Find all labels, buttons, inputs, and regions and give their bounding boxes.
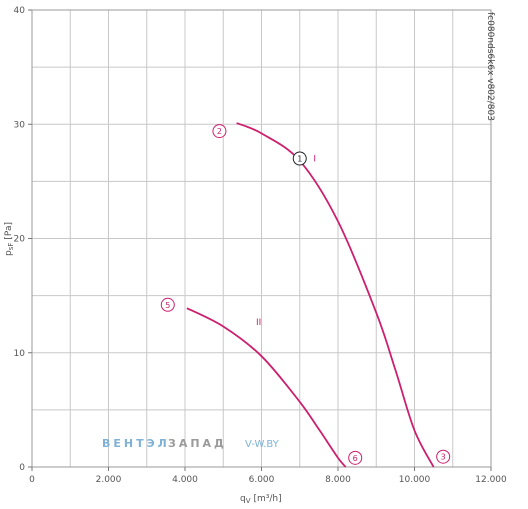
x-axis-label-subscript: V	[246, 497, 251, 505]
marker-circle	[160, 297, 175, 312]
series-line-2	[186, 307, 347, 468]
marker-label: 5	[165, 301, 170, 310]
series-name-label: II	[256, 318, 261, 328]
watermark-part1: ВЕНТЭЛ	[102, 437, 170, 450]
y-tick-label: 10	[14, 349, 26, 359]
watermark: ВЕНТЭЛ ЗАПАД V-W.BY	[102, 437, 280, 450]
y-axis-label-symbol: p	[4, 250, 14, 256]
y-tick-label: 40	[14, 6, 26, 16]
marker-circle	[292, 151, 307, 166]
y-axis-label-subscript: sF	[7, 243, 15, 251]
x-tick-label: 8.000	[325, 475, 351, 485]
series-labels: III	[256, 155, 316, 328]
marker-label: 6	[353, 454, 358, 463]
watermark-part2: ЗАПАД	[168, 437, 227, 450]
x-axis-label: qV [m³/h]	[240, 494, 282, 505]
series-line-1	[236, 122, 435, 468]
curves	[186, 122, 435, 468]
grid	[32, 10, 491, 467]
watermark-site: V-W.BY	[245, 439, 280, 450]
marker-label: 3	[441, 453, 446, 462]
x-tick-label: 10.000	[399, 475, 431, 485]
curve-marker: 3	[436, 449, 451, 464]
curve-marker: 1	[292, 151, 307, 166]
model-code: fc080nds6k6x v802/803	[485, 12, 495, 121]
curve-marker: 2	[212, 124, 227, 139]
x-tick-label: 0	[29, 475, 35, 485]
curve-marker: 5	[160, 297, 175, 312]
marker-label: 1	[297, 155, 302, 164]
y-axis-ticks: 0 10 20 30 40	[14, 6, 32, 473]
y-tick-label: 0	[19, 463, 25, 473]
x-axis-label-unit: [m³/h]	[254, 494, 282, 504]
y-tick-label: 30	[14, 120, 26, 130]
curve-marker: 6	[348, 450, 363, 465]
series-name-label: I	[313, 155, 316, 165]
marker-circle	[348, 450, 363, 465]
y-axis-label-unit: [Pa]	[4, 222, 14, 240]
marker-label: 2	[217, 127, 222, 136]
marker-circle	[212, 124, 227, 139]
x-axis-ticks: 0 2.000 4.000 6.000 8.000 10.000 12.000	[29, 467, 507, 485]
x-tick-label: 6.000	[249, 475, 275, 485]
marker-circle	[436, 449, 451, 464]
x-tick-label: 2.000	[96, 475, 122, 485]
markers: 2 3 5 6 1	[160, 124, 451, 465]
x-axis-label-symbol: q	[240, 494, 246, 504]
y-axis-label: psF [Pa]	[4, 222, 15, 256]
y-tick-label: 20	[14, 235, 26, 245]
x-tick-label: 12.000	[475, 475, 507, 485]
x-tick-label: 4.000	[172, 475, 198, 485]
